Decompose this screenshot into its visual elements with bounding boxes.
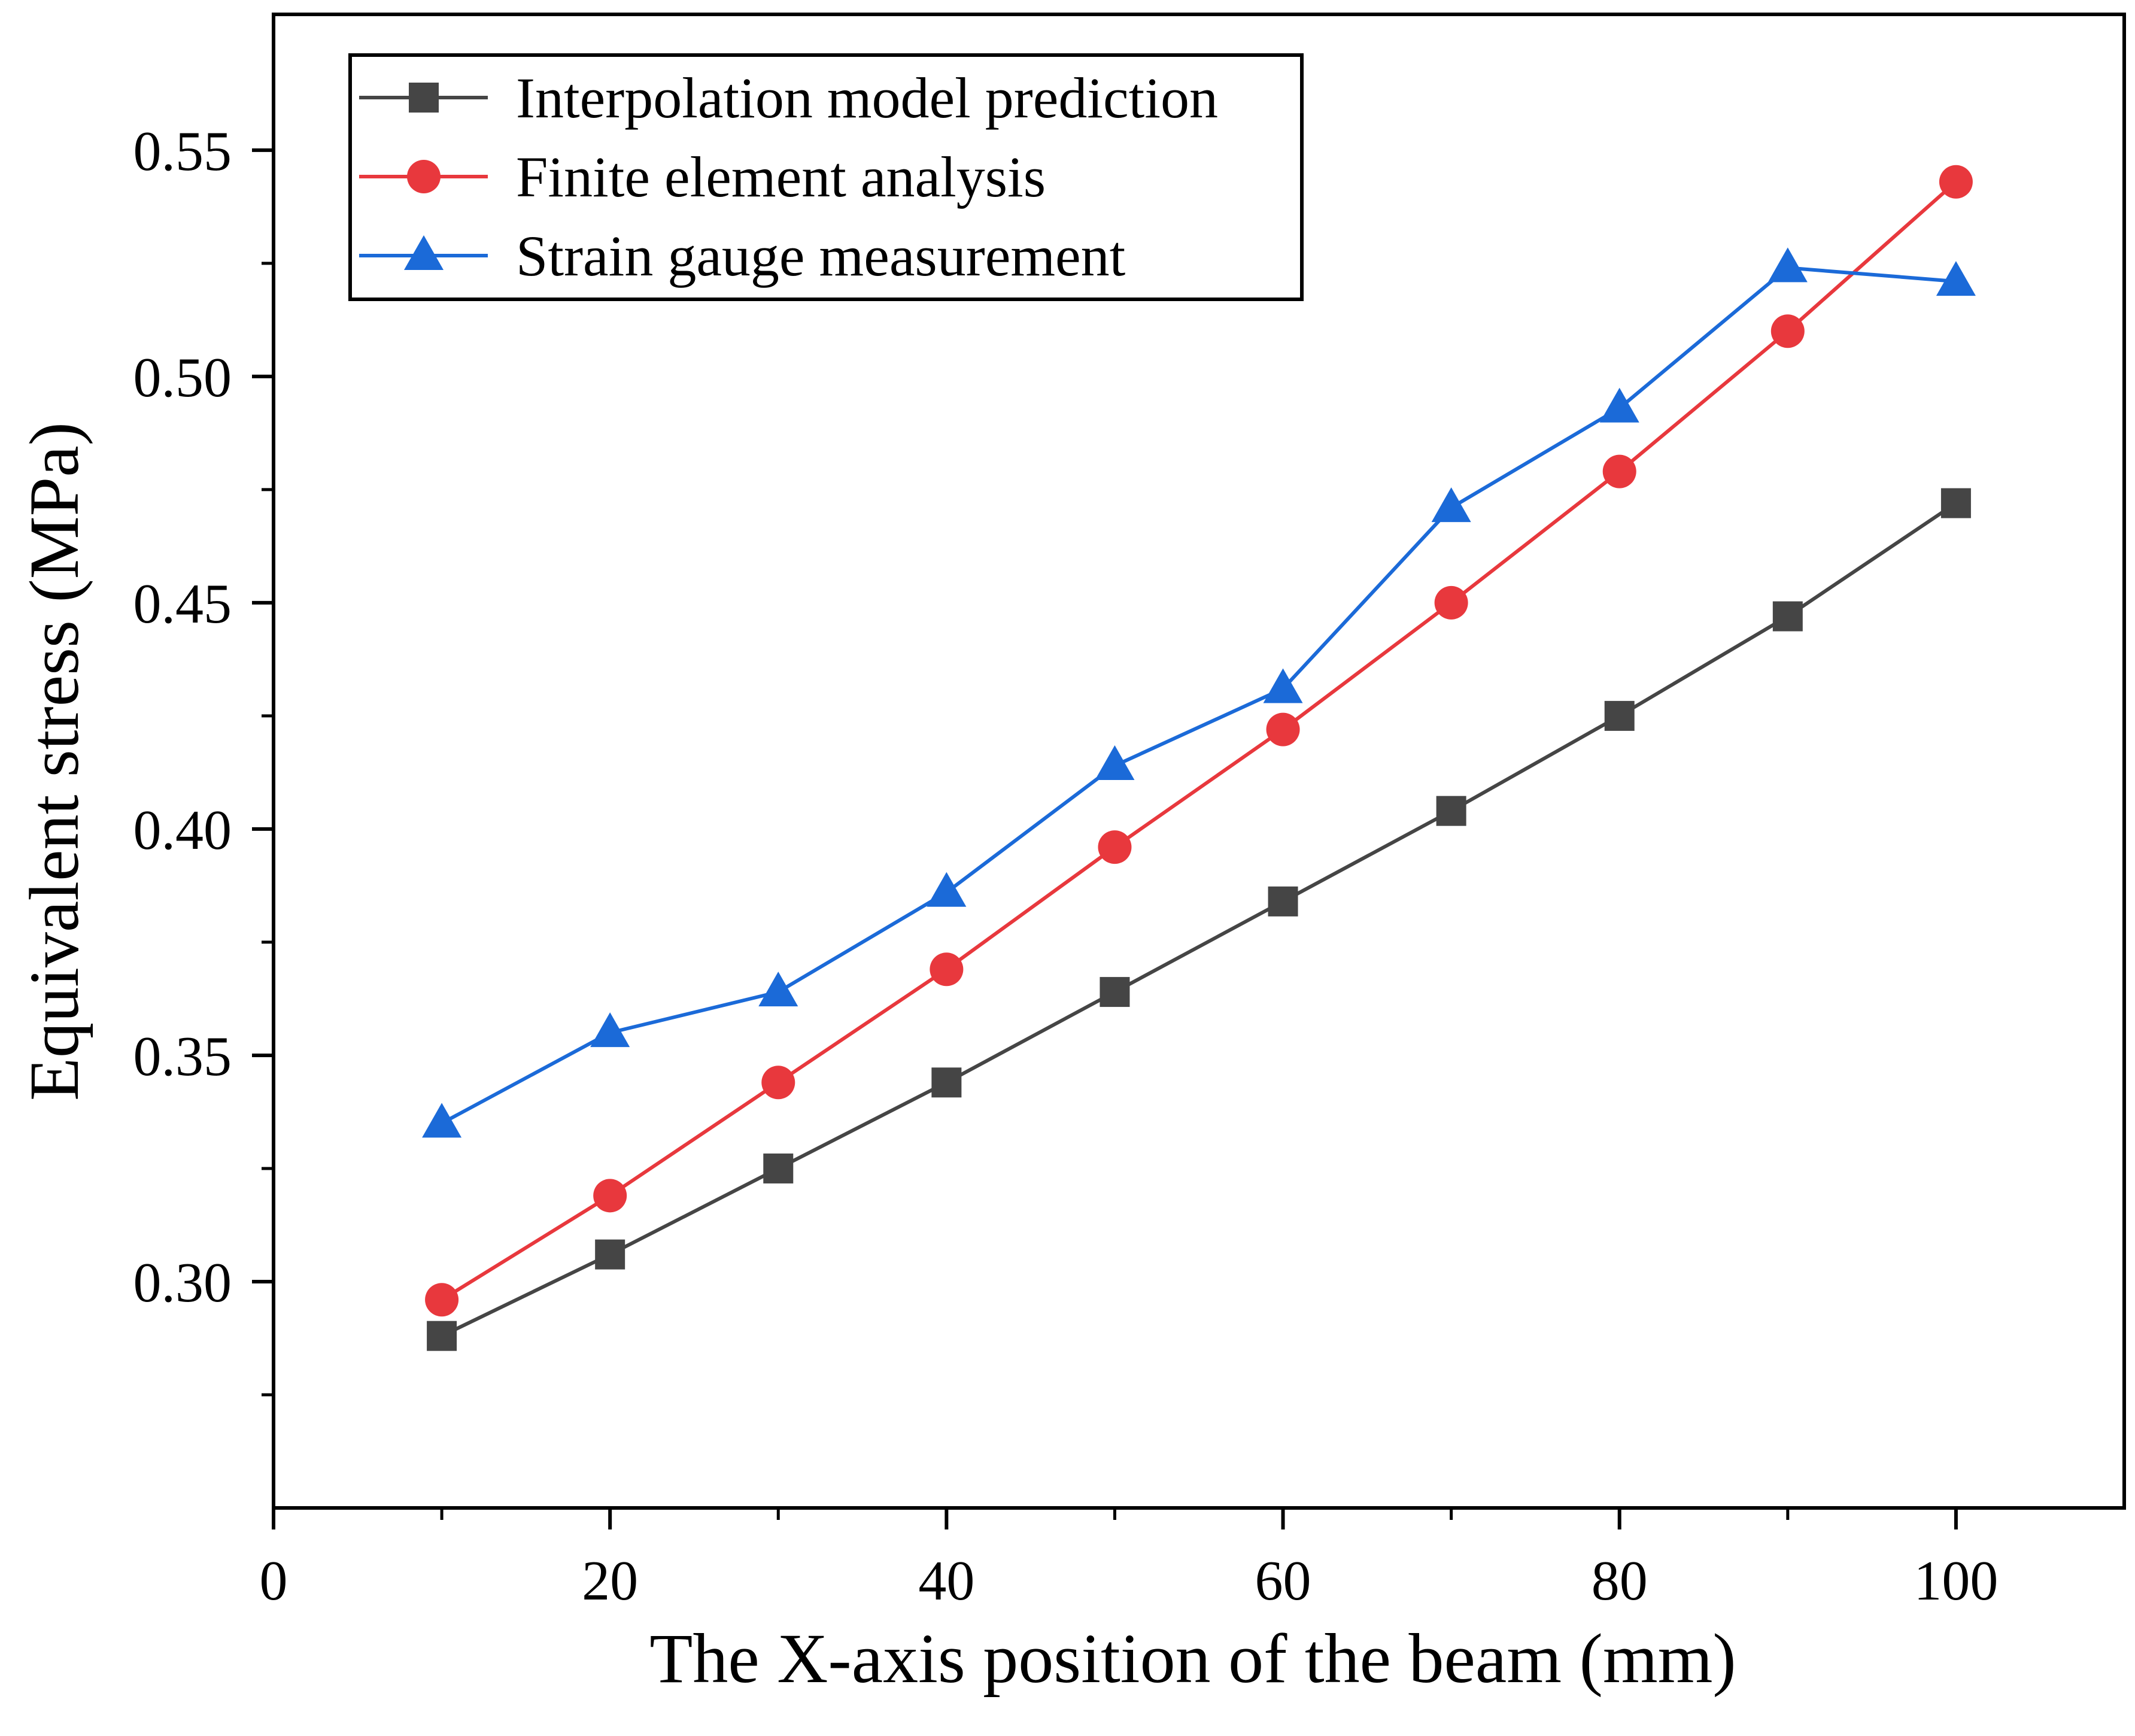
legend-label-interpolation-model-prediction: Interpolation model prediction [516,66,1218,130]
data-point-finite-element-analysis [1603,455,1636,488]
data-point-finite-element-analysis [425,1283,458,1316]
data-point-interpolation-model-prediction [1773,602,1803,632]
data-point-finite-element-analysis [930,952,963,986]
data-point-interpolation-model-prediction [1268,887,1298,916]
y-tick-label: 0.50 [133,347,232,409]
data-point-finite-element-analysis [1098,830,1131,864]
data-point-finite-element-analysis [1771,314,1805,348]
data-point-interpolation-model-prediction [931,1067,961,1097]
x-tick-label: 100 [1914,1550,1998,1612]
data-point-interpolation-model-prediction [763,1154,793,1183]
x-tick-label: 0 [260,1550,288,1612]
legend-marker-finite-element-analysis [407,160,441,193]
x-tick-label: 60 [1255,1550,1311,1612]
y-tick-label: 0.35 [133,1025,232,1088]
data-point-finite-element-analysis [1267,713,1300,746]
data-point-interpolation-model-prediction [595,1240,625,1270]
legend-label-finite-element-analysis: Finite element analysis [516,145,1046,209]
x-tick-label: 20 [582,1550,638,1612]
data-point-finite-element-analysis [1939,165,1973,199]
legend-label-strain-gauge-measurement: Strain gauge measurement [516,224,1126,288]
x-axis-title: The X-axis position of the beam (mm) [649,1619,1736,1698]
y-tick-label: 0.55 [133,120,232,183]
y-tick-label: 0.30 [133,1252,232,1314]
legend-marker-interpolation-model-prediction [409,83,439,113]
data-point-interpolation-model-prediction [1437,796,1466,826]
y-tick-label: 0.45 [133,573,232,635]
data-point-finite-element-analysis [1435,586,1468,620]
data-point-interpolation-model-prediction [1100,977,1129,1007]
data-point-interpolation-model-prediction [1605,701,1635,731]
x-tick-label: 80 [1592,1550,1648,1612]
legend: Interpolation model prediction Finite ele… [350,55,1302,299]
data-point-interpolation-model-prediction [427,1321,457,1351]
y-axis-title: Equivalent stress (MPa) [15,422,93,1101]
data-point-interpolation-model-prediction [1941,488,1971,518]
data-point-finite-element-analysis [761,1066,795,1099]
y-tick-label: 0.40 [133,799,232,861]
line-chart: 0 20 40 60 80 100 0.30 0.35 0.40 0.45 0.50 0.55 Th… [0,0,2135,1736]
data-point-finite-element-analysis [593,1179,627,1212]
x-tick-label: 40 [918,1550,974,1612]
